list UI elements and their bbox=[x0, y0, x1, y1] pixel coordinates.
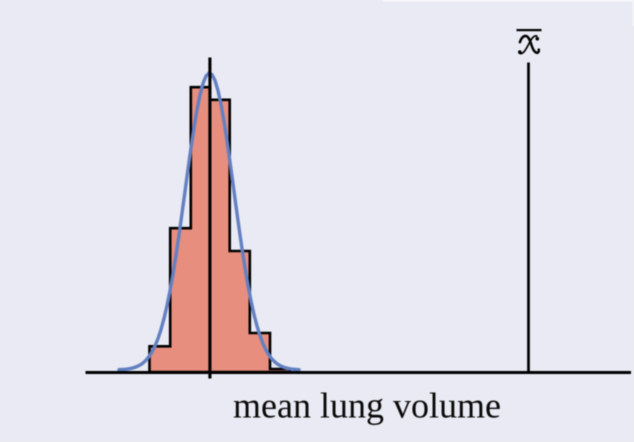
svg-text:mean lung volume: mean lung volume bbox=[233, 386, 501, 426]
